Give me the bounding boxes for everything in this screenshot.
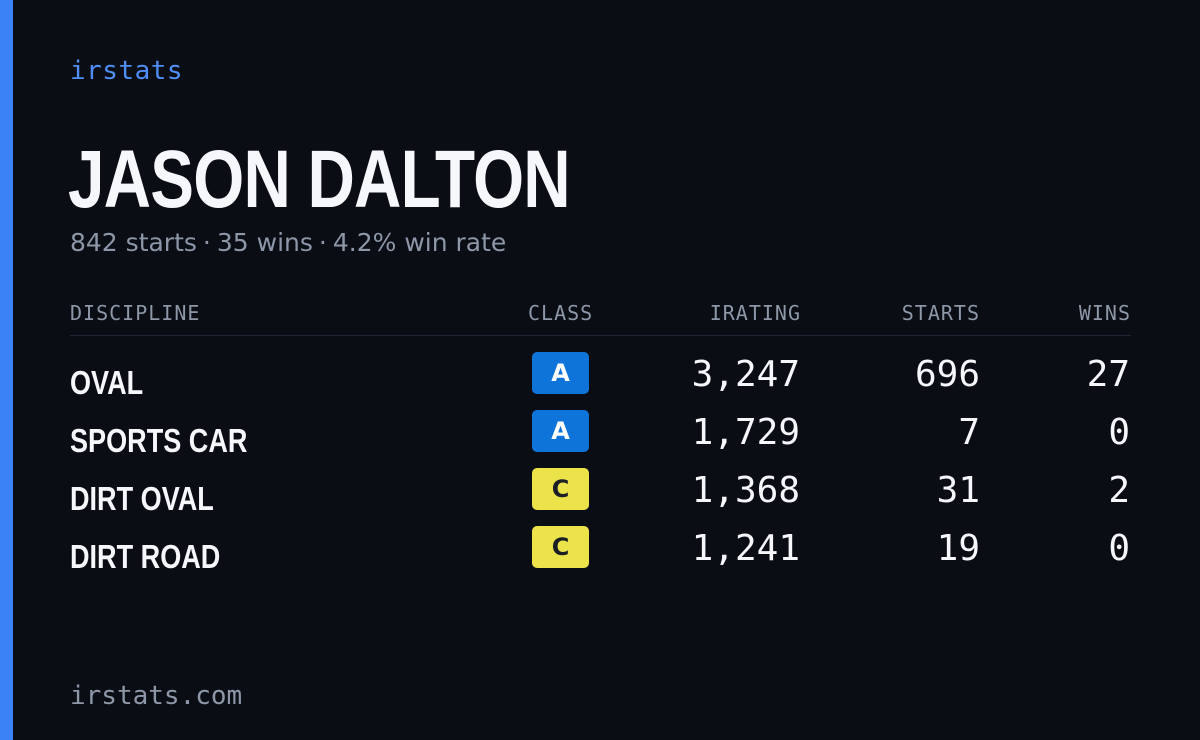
table-header: DISCIPLINE CLASS IRATING STARTS WINS bbox=[70, 298, 1131, 336]
win-rate-summary: 4.2% win rate bbox=[332, 228, 507, 257]
table-body: OVAL A 3,247 696 27 SPORTS CAR A 1,729 7… bbox=[70, 352, 1131, 584]
starts-value: 696 bbox=[914, 354, 980, 395]
class-badge: A bbox=[532, 410, 589, 452]
table-row: OVAL A 3,247 696 27 bbox=[70, 352, 1131, 410]
table-row: DIRT OVAL C 1,368 31 2 bbox=[70, 468, 1131, 526]
wins-summary: 35 wins bbox=[216, 228, 313, 257]
footer-url: irstats.com bbox=[70, 681, 243, 711]
brand-logo: irstats bbox=[70, 56, 184, 86]
header-class: CLASS bbox=[528, 301, 594, 325]
wins-value: 2 bbox=[1108, 470, 1130, 511]
header-starts: STARTS bbox=[901, 301, 980, 325]
header-discipline: DISCIPLINE bbox=[70, 301, 201, 325]
summary-separator: · bbox=[202, 228, 211, 257]
starts-value: 7 bbox=[958, 412, 980, 453]
driver-name: JASON DALTON bbox=[68, 134, 571, 225]
class-badge: A bbox=[532, 352, 589, 394]
header-irating: IRATING bbox=[709, 301, 801, 325]
discipline-name: DIRT ROAD bbox=[70, 538, 221, 575]
starts-value: 19 bbox=[936, 528, 980, 569]
discipline-name: DIRT OVAL bbox=[70, 480, 214, 517]
accent-bar bbox=[0, 0, 13, 740]
starts-value: 31 bbox=[936, 470, 980, 511]
discipline-name: OVAL bbox=[70, 364, 144, 401]
irating-value: 1,729 bbox=[691, 412, 800, 453]
wins-value: 0 bbox=[1108, 528, 1130, 569]
irating-value: 3,247 bbox=[691, 354, 800, 395]
driver-summary: 842 starts · 35 wins · 4.2% win rate bbox=[70, 228, 506, 257]
summary-separator: · bbox=[318, 228, 327, 257]
class-badge: C bbox=[532, 526, 589, 568]
wins-value: 0 bbox=[1108, 412, 1130, 453]
irating-value: 1,241 bbox=[691, 528, 800, 569]
starts-summary: 842 starts bbox=[70, 228, 197, 257]
class-badge: C bbox=[532, 468, 589, 510]
table-row: SPORTS CAR A 1,729 7 0 bbox=[70, 410, 1131, 468]
wins-value: 27 bbox=[1086, 354, 1130, 395]
header-wins: WINS bbox=[1078, 301, 1131, 325]
table-row: DIRT ROAD C 1,241 19 0 bbox=[70, 526, 1131, 584]
license-table: DISCIPLINE CLASS IRATING STARTS WINS OVA… bbox=[70, 298, 1131, 575]
irating-value: 1,368 bbox=[691, 470, 800, 511]
discipline-name: SPORTS CAR bbox=[70, 422, 248, 459]
